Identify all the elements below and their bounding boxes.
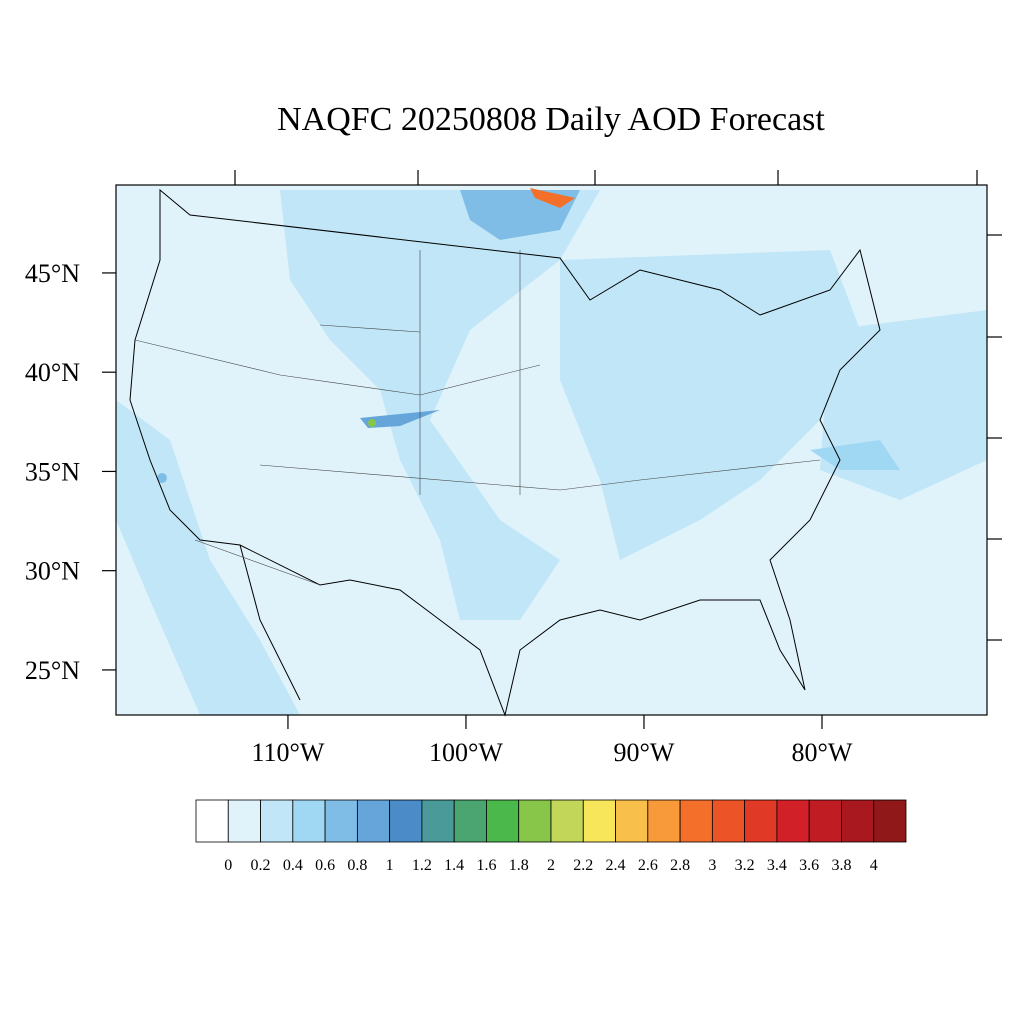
x-tick-label: 100°W <box>429 738 503 767</box>
colorbar-label: 2.2 <box>573 857 593 874</box>
aod-region <box>810 440 900 470</box>
frame-ticks <box>234 170 1002 641</box>
colorbar-label: 1.6 <box>476 857 496 874</box>
colorbar-label: 3.4 <box>767 857 787 874</box>
aod-region <box>560 250 860 560</box>
colorbar-label: 3.8 <box>831 857 851 874</box>
colorbar-box <box>518 799 552 843</box>
colorbar-label: 0.8 <box>347 857 367 874</box>
y-tick-label: 45°N <box>25 259 80 288</box>
x-tick-label: 90°W <box>614 738 675 767</box>
colorbar-box <box>324 799 358 843</box>
colorbar-box <box>486 799 520 843</box>
colorbar-label: 1.8 <box>509 857 529 874</box>
colorbar-box <box>808 799 842 843</box>
colorbar-box <box>389 799 423 843</box>
colorbar-label: 2.8 <box>670 857 690 874</box>
colorbar-box <box>647 799 681 843</box>
aod-hotspot <box>368 419 376 427</box>
y-tick-label: 35°N <box>25 457 80 486</box>
colorbar-box <box>873 799 907 843</box>
x-tick-label: 80°W <box>792 738 853 767</box>
colorbar-box <box>550 799 584 843</box>
axes: 110°W 100°W 90°W 80°W 25°N 30°N 35°N 40°N 45°N <box>25 259 853 767</box>
map-title: NAQFC 20250808 Daily AOD Forecast <box>277 101 825 138</box>
colorbar-label: 1 <box>386 857 394 874</box>
y-tick-label: 25°N <box>25 656 80 685</box>
colorbar-label: 3.6 <box>799 857 819 874</box>
colorbar-box <box>292 799 326 843</box>
aod-region <box>157 473 167 483</box>
colorbar-box <box>841 799 875 843</box>
coastline <box>129 188 881 717</box>
colorbar-label: 0.2 <box>251 857 271 874</box>
colorbar-box <box>744 799 778 843</box>
colorbar-label: 0.4 <box>283 857 303 874</box>
state-borders <box>134 250 821 586</box>
colorbar-box <box>711 799 746 843</box>
colorbar-box <box>227 799 261 843</box>
aod-region <box>280 190 600 620</box>
colorbar-box <box>615 799 649 843</box>
colorbar-box <box>776 799 810 843</box>
colorbar-label: 0 <box>224 857 232 874</box>
y-tick-label: 40°N <box>25 358 80 387</box>
colorbar-box <box>260 799 294 843</box>
colorbar-box <box>356 799 391 843</box>
colorbar-label: 2.6 <box>638 857 658 874</box>
map-panel <box>115 170 1002 717</box>
aod-hotspot <box>530 188 575 208</box>
colorbar-label: 1.2 <box>412 857 432 874</box>
colorbar-label: 2 <box>547 857 555 874</box>
aod-region <box>820 310 987 500</box>
colorbar-label: 2.4 <box>606 857 626 874</box>
colorbar-box <box>453 799 487 843</box>
colorbar: 0 0.2 0.4 0.6 0.8 1 1.2 1.4 1.6 1.8 2 2.2 2.4 2.6 2.8 3… <box>195 799 907 874</box>
colorbar-box <box>679 799 713 843</box>
colorbar-box <box>195 799 229 843</box>
colorbar-label: 4 <box>870 857 878 874</box>
colorbar-label: 1.4 <box>444 857 464 874</box>
x-tick-label: 110°W <box>251 738 324 767</box>
colorbar-box <box>421 799 455 843</box>
colorbar-label: 3.2 <box>735 857 755 874</box>
colorbar-label: 0.6 <box>315 857 335 874</box>
colorbar-box <box>582 799 616 843</box>
coastline <box>239 544 301 701</box>
map-frame <box>115 184 988 716</box>
y-tick-label: 30°N <box>25 557 80 586</box>
colorbar-label: 3 <box>708 857 716 874</box>
